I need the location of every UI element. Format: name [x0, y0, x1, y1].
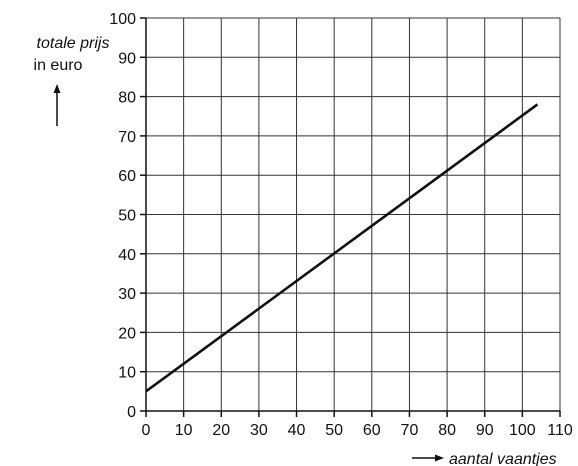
y-tick-label: 30: [118, 286, 136, 303]
series: [145, 103, 539, 393]
x-tick-label: 90: [476, 422, 494, 439]
y-axis-label-line1: totale prijs: [37, 35, 110, 52]
x-tick-label: 50: [325, 422, 343, 439]
x-tick-label: 10: [175, 422, 193, 439]
tick-labels: 0 10 20 30 40 50 60 70 80 90 100 110 0 10 20 30 40 50 60 70…: [109, 11, 573, 439]
y-tick-label: 10: [118, 365, 136, 382]
y-axis-label-line2: in euro: [34, 57, 83, 74]
x-axis-title: aantal vaantjes: [412, 451, 557, 466]
y-tick-label: 80: [118, 90, 136, 107]
y-tick-label: 90: [118, 50, 136, 67]
x-tick-label: 20: [212, 422, 230, 439]
x-tick-label: 40: [288, 422, 306, 439]
x-tick-label: 60: [363, 422, 381, 439]
y-tick-label: 100: [109, 11, 136, 28]
y-tick-label: 20: [118, 325, 136, 342]
x-tick-label: 30: [250, 422, 268, 439]
x-axis-arrow-icon: [412, 454, 444, 462]
y-tick-label: 0: [127, 404, 136, 421]
x-tick-label: 0: [142, 422, 151, 439]
x-tick-label: 80: [438, 422, 456, 439]
x-tick-label: 100: [509, 422, 536, 439]
y-axis-arrow-icon: [53, 84, 61, 126]
y-tick-label: 50: [118, 208, 136, 225]
y-tick-label: 70: [118, 129, 136, 146]
grid: [146, 17, 561, 411]
x-tick-label: 70: [401, 422, 419, 439]
series-line: [145, 103, 539, 393]
x-axis-label: aantal vaantjes: [449, 451, 557, 466]
axes: [140, 17, 561, 417]
y-tick-label: 40: [118, 247, 136, 264]
y-axis-title: totale prijs in euro: [34, 35, 110, 126]
y-tick-label: 60: [118, 168, 136, 185]
x-tick-label: 110: [547, 422, 573, 439]
